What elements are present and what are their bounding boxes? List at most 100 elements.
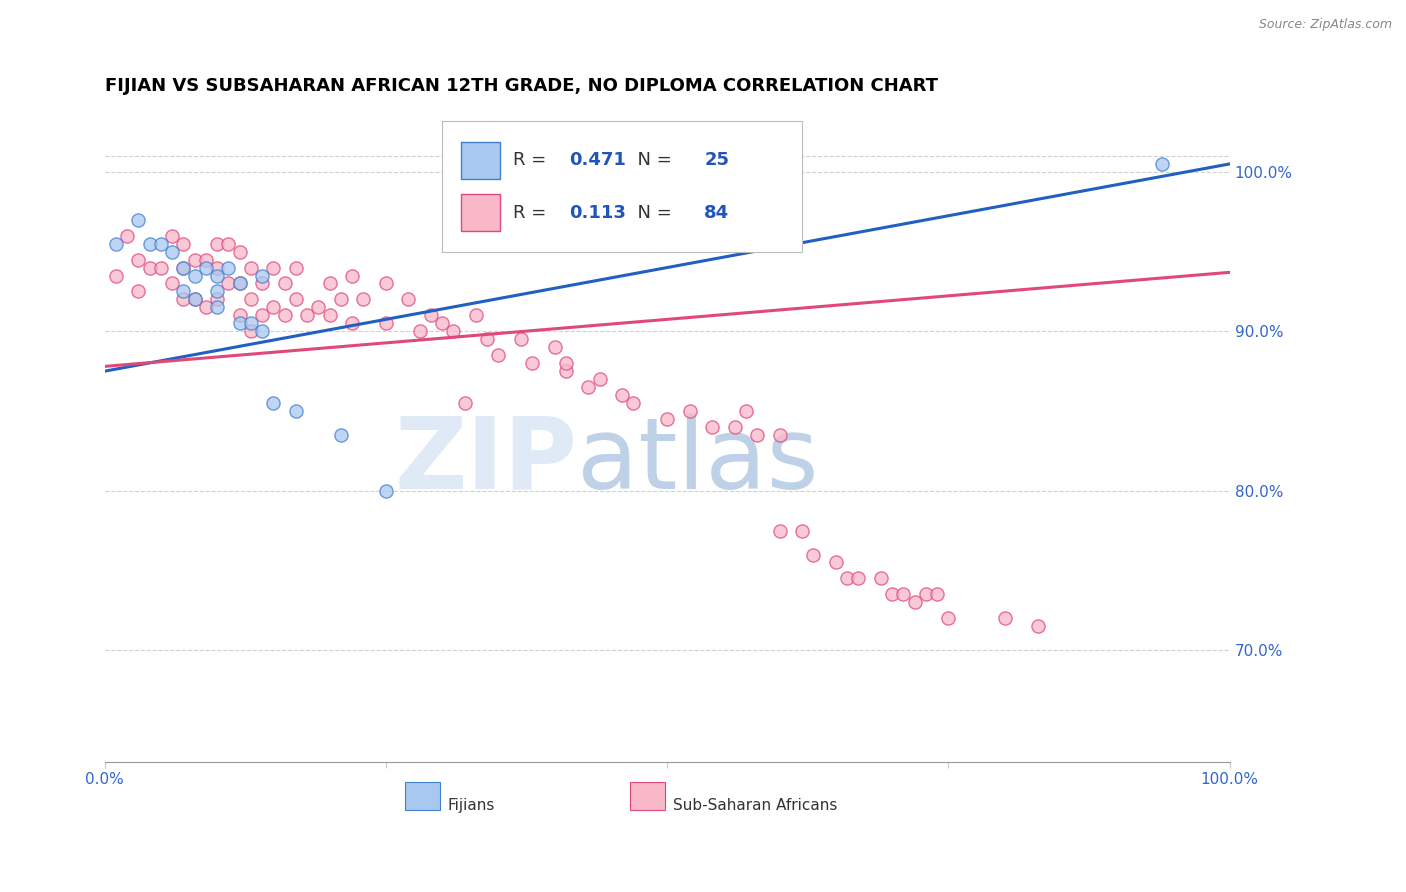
Point [893,587,915,601]
Point [769,428,792,442]
Point [250,324,273,338]
Point [870,571,893,585]
Point [217,236,239,251]
Point [149,260,172,275]
Point [205,260,228,275]
Point [172,236,194,251]
Text: 0.113: 0.113 [569,203,626,222]
Point [1028,619,1050,633]
Text: FIJIAN VS SUBSAHARAN AFRICAN 12TH GRADE, NO DIPLOMA CORRELATION CHART: FIJIAN VS SUBSAHARAN AFRICAN 12TH GRADE,… [104,78,938,95]
Text: Fijians: Fijians [449,797,495,813]
Point [284,293,307,307]
Point [657,412,679,426]
Point [477,332,499,346]
Point [183,252,205,267]
Point [702,420,724,434]
Point [284,260,307,275]
Point [454,396,477,410]
Point [228,277,250,291]
Point [938,611,960,625]
Point [104,236,127,251]
Point [295,309,318,323]
Point [217,260,239,275]
Point [465,309,488,323]
Point [239,316,262,330]
Point [915,587,938,601]
Point [522,356,544,370]
Point [318,309,340,323]
Point [228,309,250,323]
Point [408,324,430,338]
Point [724,420,747,434]
Point [138,236,160,251]
Point [127,285,149,299]
Point [396,293,419,307]
Point [194,301,217,315]
Point [250,277,273,291]
FancyBboxPatch shape [630,782,665,810]
Point [927,587,949,601]
Point [172,260,194,275]
Point [205,301,228,315]
Point [228,244,250,259]
Point [262,260,284,275]
Point [329,428,352,442]
Point [747,428,769,442]
Point [205,268,228,283]
Text: atlas: atlas [578,413,818,509]
Text: Sub-Saharan Africans: Sub-Saharan Africans [673,797,837,813]
Point [825,556,848,570]
Point [329,293,352,307]
Point [340,316,363,330]
Point [882,587,904,601]
Point [262,301,284,315]
Point [205,236,228,251]
Point [250,309,273,323]
Point [228,316,250,330]
Point [194,260,217,275]
Point [555,364,578,378]
Point [262,396,284,410]
Point [127,212,149,227]
Point [1152,157,1174,171]
Point [374,277,396,291]
Point [250,268,273,283]
Point [589,372,612,386]
Point [904,595,927,609]
Point [115,228,138,243]
FancyBboxPatch shape [443,121,803,252]
Point [160,277,183,291]
Point [172,293,194,307]
Point [340,268,363,283]
Point [432,316,454,330]
Point [510,332,533,346]
Point [544,340,567,354]
Point [443,324,465,338]
Point [769,524,792,538]
Point [307,301,329,315]
Text: N =: N = [626,203,678,222]
Point [160,228,183,243]
Point [555,356,578,370]
Point [567,204,589,219]
Point [374,483,396,498]
Point [160,244,183,259]
Point [172,285,194,299]
Point [419,309,441,323]
Point [679,404,702,418]
Text: R =: R = [513,152,553,169]
Point [239,260,262,275]
FancyBboxPatch shape [405,782,440,810]
FancyBboxPatch shape [461,142,499,178]
Point [239,293,262,307]
Text: 25: 25 [704,152,730,169]
Point [194,252,217,267]
Point [138,260,160,275]
Point [837,571,859,585]
Point [172,260,194,275]
Text: R =: R = [513,203,553,222]
Point [374,316,396,330]
Point [352,293,374,307]
Point [792,524,814,538]
Text: 0.471: 0.471 [569,152,626,169]
